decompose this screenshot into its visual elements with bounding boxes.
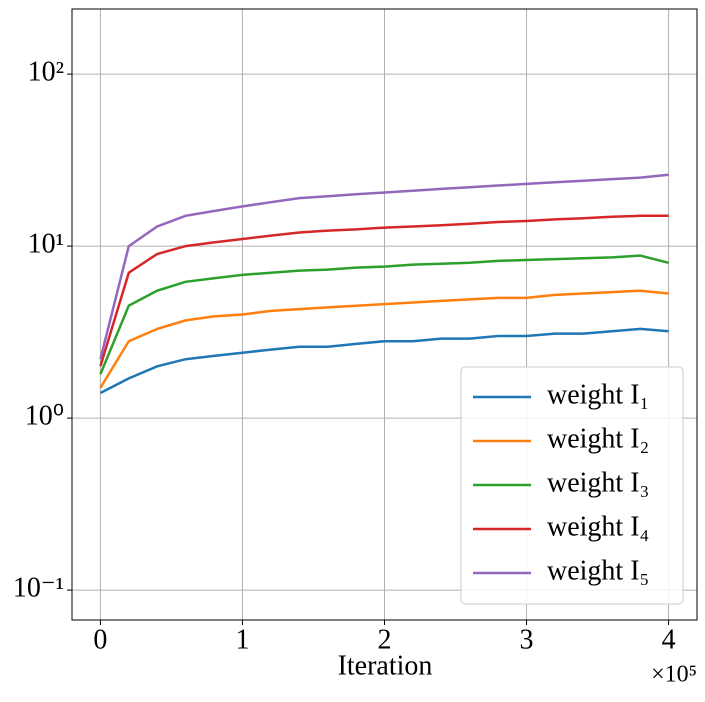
series-line [99, 214, 669, 367]
x-axis-label: Iteration [338, 650, 433, 681]
legend-label: weight I₂ [547, 423, 649, 454]
y-tick-label: 10⁰ [25, 401, 64, 432]
series-line [99, 289, 669, 389]
legend-label: weight I₁ [547, 379, 649, 410]
plot-frame [71, 8, 698, 621]
legend-box [460, 366, 684, 605]
legend-label: weight I₄ [547, 511, 649, 542]
y-tick-label: 10⁻¹ [13, 573, 64, 604]
x-tick-label: 2 [378, 624, 392, 655]
legend-label: weight I₅ [547, 555, 649, 586]
x-tick-label: 3 [520, 624, 534, 655]
y-tick-label: 10² [28, 57, 64, 88]
x-offset-label: ×10⁵ [651, 662, 697, 688]
legend-label: weight I₃ [547, 467, 649, 498]
series-line [99, 173, 669, 360]
x-tick-label: 0 [93, 624, 107, 655]
x-tick-label: 1 [235, 624, 249, 655]
series-line [99, 254, 669, 375]
x-tick-label: 4 [662, 624, 676, 655]
y-tick-label: 10¹ [28, 229, 64, 260]
series-line [99, 327, 669, 395]
legend: weight I₁ weight I₂ weight I₃ weight I₄ weig… [460, 366, 684, 605]
